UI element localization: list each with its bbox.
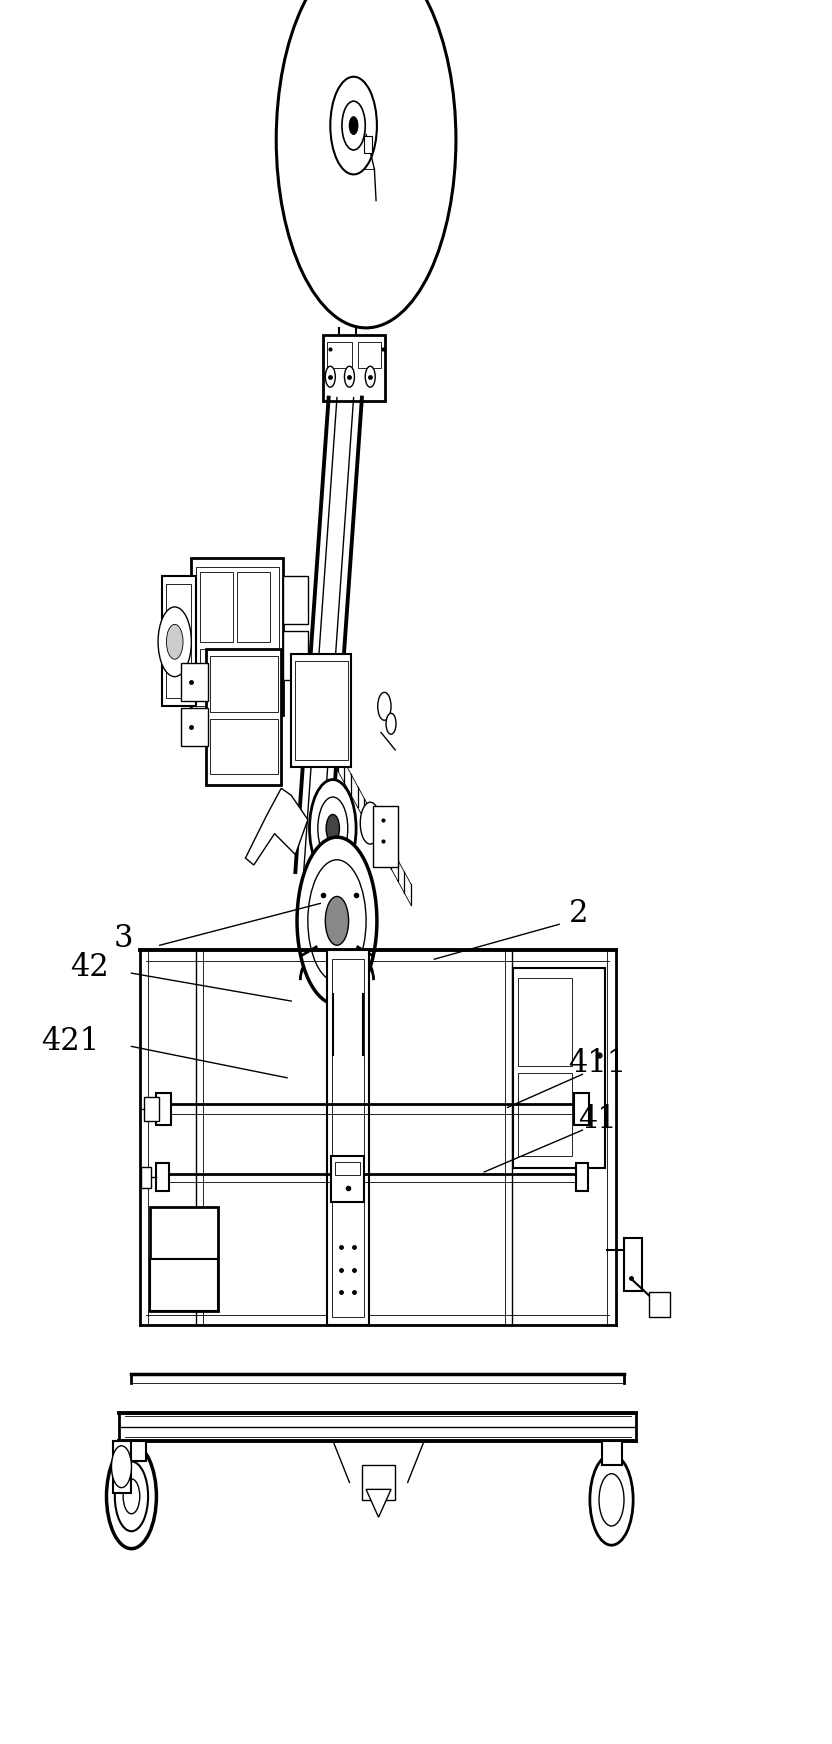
Bar [141, 1167, 151, 1188]
Circle shape [166, 624, 183, 659]
Bar [576, 1163, 588, 1191]
Bar [200, 649, 270, 692]
Circle shape [365, 366, 375, 387]
Bar [144, 1097, 159, 1121]
Circle shape [158, 607, 191, 677]
Bar [624, 1238, 642, 1291]
Bar [335, 1162, 360, 1175]
Bar [331, 1156, 364, 1202]
Bar [649, 1292, 670, 1317]
Bar [116, 1441, 146, 1461]
Bar [327, 342, 352, 368]
Circle shape [342, 101, 365, 150]
Text: 421: 421 [42, 1025, 100, 1057]
Bar [327, 950, 369, 1325]
Text: 411: 411 [568, 1048, 626, 1080]
Bar [237, 572, 270, 642]
Text: 3: 3 [113, 923, 133, 954]
Polygon shape [366, 1489, 391, 1517]
Bar [574, 1093, 589, 1125]
Bar [113, 1441, 131, 1493]
Bar [156, 1163, 169, 1191]
Bar [283, 576, 308, 624]
Bar [602, 1441, 622, 1465]
Circle shape [326, 814, 339, 842]
Bar [196, 567, 279, 706]
Text: 42: 42 [71, 952, 109, 984]
Bar [166, 584, 191, 698]
Circle shape [325, 366, 335, 387]
Bar [358, 342, 381, 368]
Bar [513, 968, 605, 1168]
Bar [323, 335, 385, 401]
Bar [518, 978, 572, 1066]
Bar [312, 869, 366, 921]
Polygon shape [245, 788, 308, 865]
Bar [210, 719, 278, 774]
Circle shape [330, 77, 377, 174]
Bar [210, 656, 278, 712]
Circle shape [590, 1454, 633, 1545]
Circle shape [106, 1444, 156, 1549]
Bar [332, 959, 364, 1317]
Circle shape [115, 1461, 148, 1531]
Bar [191, 558, 283, 715]
Circle shape [599, 1474, 624, 1526]
Bar [295, 661, 348, 760]
Bar [291, 654, 351, 767]
Bar [518, 1073, 572, 1156]
Text: 41: 41 [578, 1104, 617, 1135]
Circle shape [360, 802, 380, 844]
Text: 2: 2 [568, 898, 588, 930]
Bar [364, 136, 372, 153]
Bar [373, 806, 398, 867]
Bar [181, 663, 208, 701]
Bar [150, 1207, 218, 1311]
Bar [362, 1465, 395, 1500]
Circle shape [123, 1479, 140, 1514]
Bar [162, 576, 196, 706]
Circle shape [378, 692, 391, 720]
Circle shape [297, 837, 377, 1005]
Bar [206, 649, 281, 785]
Bar [181, 708, 208, 746]
Bar [150, 1259, 218, 1311]
Circle shape [386, 713, 396, 734]
Circle shape [349, 117, 358, 134]
Bar [200, 572, 233, 642]
Bar [156, 1093, 171, 1125]
Bar [283, 631, 308, 680]
Circle shape [344, 366, 354, 387]
Circle shape [308, 860, 366, 982]
Circle shape [325, 896, 349, 945]
Circle shape [318, 797, 348, 860]
Circle shape [310, 780, 356, 877]
Circle shape [111, 1446, 131, 1488]
Circle shape [276, 0, 456, 328]
